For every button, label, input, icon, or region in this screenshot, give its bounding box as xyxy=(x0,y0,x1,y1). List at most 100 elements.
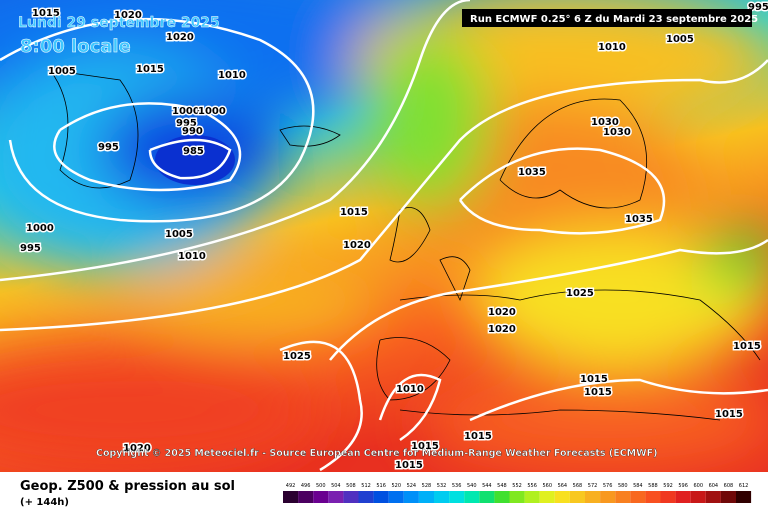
isobar-label: 995 xyxy=(20,243,41,254)
isobars xyxy=(0,0,768,470)
legend-swatch xyxy=(494,491,510,503)
legend-swatch xyxy=(554,491,570,503)
copyright: Copyright © 2025 Meteociel.fr - Source E… xyxy=(96,448,657,459)
legend-swatch xyxy=(630,491,646,503)
legend-swatch xyxy=(509,491,525,503)
isobar-label: 1035 xyxy=(518,167,546,178)
isobar-label: 1020 xyxy=(488,324,516,335)
isobar-label: 1020 xyxy=(343,240,371,251)
isobar-label: 1015 xyxy=(733,341,761,352)
legend-swatch xyxy=(343,491,359,503)
legend-swatch xyxy=(675,491,691,503)
legend-label: 528 xyxy=(422,483,432,489)
isobar-label: 1000 xyxy=(198,106,226,117)
legend-swatch xyxy=(660,491,676,503)
legend-label: 536 xyxy=(452,483,462,489)
legend-label: 496 xyxy=(301,483,311,489)
isobar-label: 1015 xyxy=(32,8,60,19)
legend-label: 532 xyxy=(437,483,447,489)
legend-swatch xyxy=(720,491,736,503)
legend-label: 588 xyxy=(648,483,658,489)
isobar-label: 1000 xyxy=(26,223,54,234)
isobar-label: 990 xyxy=(182,126,203,137)
legend-label: 608 xyxy=(724,483,734,489)
legend-label: 552 xyxy=(512,483,522,489)
coastlines xyxy=(49,69,761,421)
legend-swatch xyxy=(690,491,706,503)
legend-label: 612 xyxy=(739,483,749,489)
isobar-label: 1010 xyxy=(178,251,206,262)
legend-swatch xyxy=(418,491,434,503)
isobar-label: 985 xyxy=(183,146,204,157)
legend-label: 520 xyxy=(391,483,401,489)
footer-range: (+ 144h) xyxy=(20,497,69,508)
isobar-label: 1015 xyxy=(395,460,423,471)
legend-swatch xyxy=(479,491,495,503)
isobar-label: 995 xyxy=(176,118,197,129)
legend-label: 544 xyxy=(482,483,492,489)
isobar-label: 1005 xyxy=(165,229,193,240)
legend-label: 592 xyxy=(663,483,673,489)
legend-label: 556 xyxy=(527,483,537,489)
isobar-label: 1020 xyxy=(123,443,151,454)
legend-label: 580 xyxy=(618,483,628,489)
legend-label: 576 xyxy=(603,483,613,489)
run: Run ECMWF 0.25° 6 Z du Mardi 23 septembr… xyxy=(470,14,758,25)
isobar-label: 1015 xyxy=(340,207,368,218)
footer-title: Geop. Z500 & pression au sol xyxy=(20,479,235,494)
legend-swatch xyxy=(464,491,480,503)
legend-swatch xyxy=(373,491,389,503)
isobar-label: 1005 xyxy=(666,34,694,45)
legend-swatch xyxy=(283,491,299,503)
legend-label: 508 xyxy=(346,483,356,489)
legend-swatch xyxy=(434,491,450,503)
date: Lundi 29 septembre 2025 xyxy=(18,15,220,31)
legend-label: 560 xyxy=(542,483,552,489)
legend-swatch xyxy=(328,491,344,503)
legend-label: 572 xyxy=(588,483,598,489)
isobar-label: 1015 xyxy=(715,409,743,420)
legend-swatch xyxy=(449,491,465,503)
legend-swatch xyxy=(298,491,314,503)
legend-label: 568 xyxy=(573,483,583,489)
isobar-label: 1035 xyxy=(625,214,653,225)
legend-label: 492 xyxy=(286,483,296,489)
isobar-label: 1005 xyxy=(48,66,76,77)
legend-label: 596 xyxy=(678,483,688,489)
legend-label: 512 xyxy=(361,483,371,489)
isobar-label: 1025 xyxy=(283,351,311,362)
isobar-label: 1015 xyxy=(411,441,439,452)
legend-label: 584 xyxy=(633,483,643,489)
legend-swatch xyxy=(388,491,404,503)
isobar-label: 1015 xyxy=(464,431,492,442)
legend-label: 548 xyxy=(497,483,507,489)
legend-label: 564 xyxy=(558,483,568,489)
isobar-label: 1020 xyxy=(166,32,194,43)
run-box xyxy=(462,9,752,27)
isobar-label: 995 xyxy=(98,142,119,153)
time: 8:00 locale xyxy=(20,36,131,57)
header: Lundi 29 septembre 2025 8:00 locale Run … xyxy=(18,9,758,57)
legend-swatch xyxy=(569,491,585,503)
legend-swatch xyxy=(403,491,419,503)
isobar-label: 1025 xyxy=(566,288,594,299)
legend-label: 524 xyxy=(407,483,417,489)
legend-label: 540 xyxy=(467,483,477,489)
legend-swatch xyxy=(585,491,601,503)
legend-swatch xyxy=(358,491,374,503)
legend-label: 504 xyxy=(331,483,341,489)
isobar-label: 1015 xyxy=(136,64,164,75)
isobar-label: 1015 xyxy=(584,387,612,398)
legend: 492 496 500 504 508 512 516 520 524 528 532 536 540 5… xyxy=(283,483,752,503)
legend-swatch xyxy=(736,491,752,503)
legend-label: 500 xyxy=(316,483,326,489)
map-field xyxy=(0,0,768,472)
isobar-label: 1015 xyxy=(580,374,608,385)
isobar-label: 1030 xyxy=(603,127,631,138)
isobar-label: 1020 xyxy=(114,10,142,21)
isobar-label: 1010 xyxy=(218,70,246,81)
legend-swatch xyxy=(539,491,555,503)
isobar-label: 1010 xyxy=(598,42,626,53)
